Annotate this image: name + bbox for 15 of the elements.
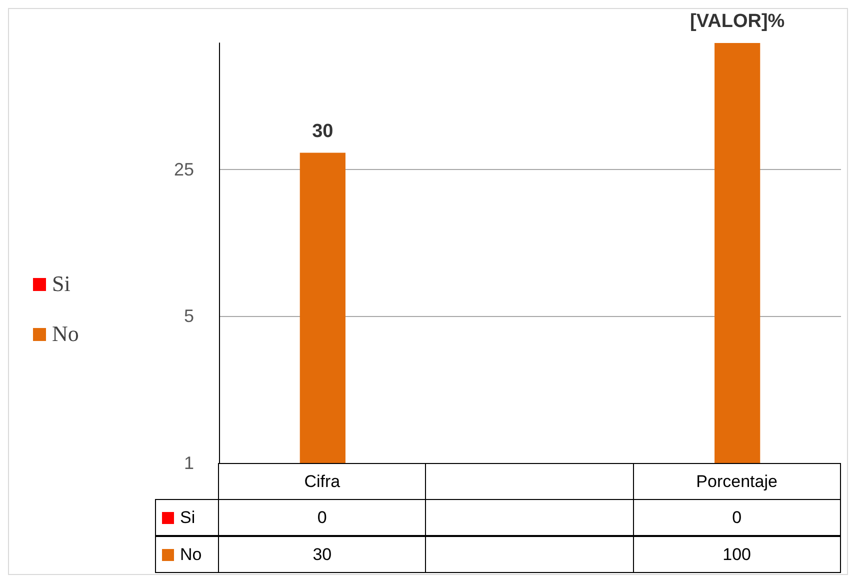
- text: No: [52, 321, 79, 346]
- data-label: 30: [218, 536, 426, 573]
- text: 0: [317, 508, 327, 526]
- text: Si: [52, 271, 70, 296]
- y-tick-label: 25: [174, 159, 194, 180]
- legend-label: Si: [155, 499, 219, 536]
- legend-label: No: [155, 536, 219, 573]
- y-tick-label: 1: [184, 453, 194, 473]
- y-tick-label: 5: [184, 306, 194, 326]
- annotation: [VALOR]%: [690, 11, 785, 32]
- data-label: 100: [632, 536, 841, 573]
- x-tick-label: Cifra: [218, 463, 426, 500]
- text: 0: [732, 508, 742, 526]
- annotation: 30: [312, 120, 334, 142]
- x-tick-label: Porcentaje: [632, 463, 841, 500]
